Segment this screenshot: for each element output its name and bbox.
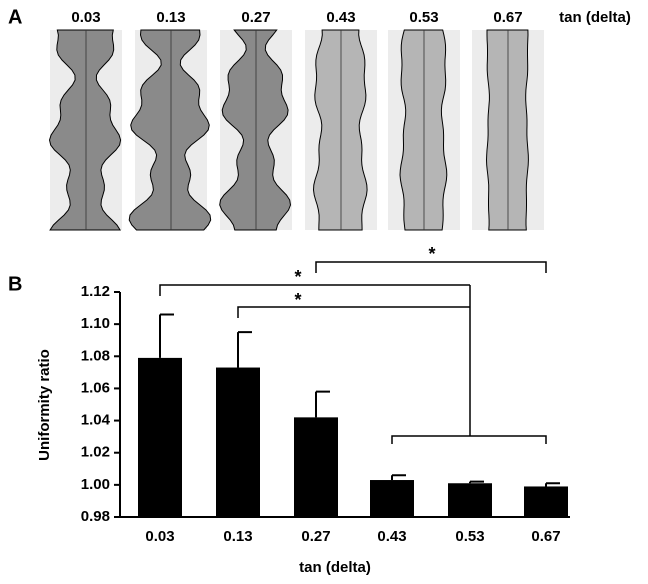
bar [448, 483, 492, 517]
x-axis-title: tan (delta) [299, 559, 371, 576]
x-tick-label: 0.43 [377, 528, 406, 545]
x-tick-label: 0.67 [531, 528, 560, 545]
error-bar [391, 474, 406, 481]
bracket [391, 285, 547, 444]
filament [399, 29, 448, 231]
bar [524, 486, 568, 517]
y-axis-title: Uniformity ratio [36, 349, 53, 461]
bracket [315, 261, 547, 273]
error-bar [237, 331, 252, 368]
panel-label: A [8, 6, 22, 28]
filament [485, 29, 529, 231]
filament [219, 29, 292, 231]
panel-label: B [8, 273, 22, 295]
filament [48, 29, 122, 231]
panel-a-axis-label: tan (delta) [559, 9, 631, 26]
significance-star: * [294, 290, 301, 310]
significance-star: * [294, 267, 301, 287]
significance-brackets [159, 261, 547, 444]
y-tick-label: 1.12 [81, 283, 110, 300]
y-tick-label: 1.00 [81, 476, 110, 493]
error-bar [545, 482, 560, 487]
bracket [159, 284, 470, 296]
error-bar [469, 480, 484, 484]
column-label: 0.13 [156, 9, 185, 26]
column-label: 0.67 [493, 9, 522, 26]
y-tick-label: 1.08 [81, 347, 110, 364]
bar [370, 480, 414, 517]
bar [216, 367, 260, 517]
bracket [237, 306, 470, 318]
column-label: 0.03 [71, 9, 100, 26]
column-label: 0.53 [409, 9, 438, 26]
x-tick-label: 0.13 [223, 528, 252, 545]
column-label: 0.27 [241, 9, 270, 26]
x-tick-label: 0.03 [145, 528, 174, 545]
y-tick-label: 1.04 [81, 412, 111, 429]
significance-star: * [428, 244, 435, 264]
filament [312, 29, 368, 231]
bar [294, 417, 338, 517]
error-bar [159, 313, 174, 358]
column-label: 0.43 [326, 9, 355, 26]
y-tick-label: 1.02 [81, 444, 110, 461]
bar [138, 357, 182, 517]
x-tick-label: 0.27 [301, 528, 330, 545]
filament [128, 29, 212, 231]
x-tick-label: 0.53 [455, 528, 484, 545]
y-tick-label: 0.98 [81, 508, 110, 525]
error-bar [315, 390, 330, 418]
y-tick-label: 1.10 [81, 315, 110, 332]
y-tick-label: 1.06 [81, 379, 110, 396]
